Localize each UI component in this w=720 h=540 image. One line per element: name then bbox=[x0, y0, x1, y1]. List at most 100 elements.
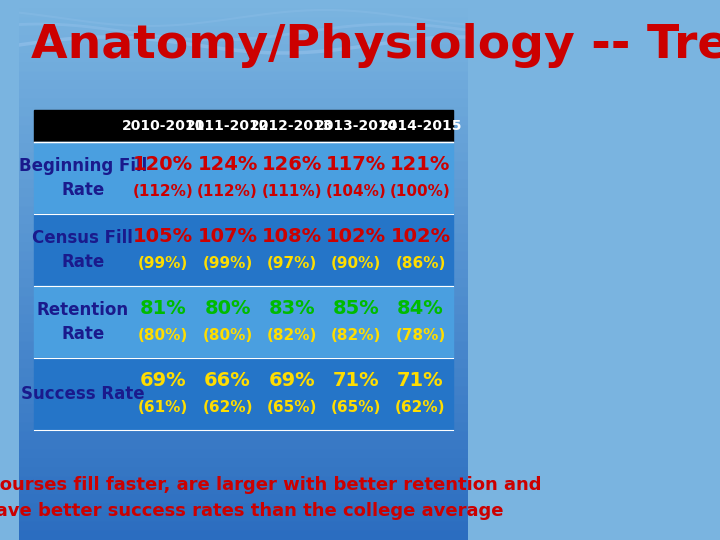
Bar bbox=[19, 90, 468, 99]
Text: Retention
Rate: Retention Rate bbox=[37, 301, 129, 343]
Text: 2010-2011: 2010-2011 bbox=[122, 119, 205, 133]
Bar bbox=[19, 261, 468, 270]
Text: (62%): (62%) bbox=[202, 401, 253, 415]
Bar bbox=[19, 72, 468, 81]
Text: Our courses fill faster, are larger with better retention and
have better succes: Our courses fill faster, are larger with… bbox=[0, 476, 541, 519]
Text: 71%: 71% bbox=[333, 372, 379, 390]
Bar bbox=[19, 81, 468, 90]
Bar bbox=[19, 27, 468, 36]
Text: (90%): (90%) bbox=[331, 256, 382, 272]
Text: (82%): (82%) bbox=[266, 328, 317, 343]
Bar bbox=[19, 45, 468, 54]
Text: 2012-2013: 2012-2013 bbox=[250, 119, 333, 133]
Text: 71%: 71% bbox=[397, 372, 444, 390]
Bar bbox=[19, 252, 468, 261]
Bar bbox=[19, 324, 468, 333]
Bar bbox=[19, 234, 468, 243]
Bar bbox=[19, 207, 468, 216]
Text: (80%): (80%) bbox=[202, 328, 253, 343]
Text: (112%): (112%) bbox=[133, 185, 194, 199]
Text: 66%: 66% bbox=[204, 372, 251, 390]
Text: Census Fill
Rate: Census Fill Rate bbox=[32, 229, 133, 271]
Text: (80%): (80%) bbox=[138, 328, 189, 343]
Bar bbox=[19, 459, 468, 468]
Bar bbox=[19, 315, 468, 324]
Text: (61%): (61%) bbox=[138, 401, 189, 415]
Bar bbox=[19, 414, 468, 423]
Text: (111%): (111%) bbox=[261, 185, 322, 199]
Bar bbox=[35, 358, 453, 430]
Text: (97%): (97%) bbox=[266, 256, 317, 272]
Bar bbox=[19, 153, 468, 162]
Bar bbox=[19, 288, 468, 297]
Bar bbox=[19, 243, 468, 252]
Text: 2013-2014: 2013-2014 bbox=[315, 119, 398, 133]
Bar bbox=[19, 135, 468, 144]
Bar bbox=[19, 306, 468, 315]
Bar bbox=[19, 405, 468, 414]
Text: (65%): (65%) bbox=[331, 401, 382, 415]
Bar bbox=[19, 126, 468, 135]
Text: 69%: 69% bbox=[269, 372, 315, 390]
Bar bbox=[19, 180, 468, 189]
Bar bbox=[19, 54, 468, 63]
Text: 81%: 81% bbox=[140, 300, 186, 319]
Bar bbox=[19, 522, 468, 531]
Text: (100%): (100%) bbox=[390, 185, 451, 199]
Bar bbox=[19, 9, 468, 18]
Text: 69%: 69% bbox=[140, 372, 186, 390]
Text: 102%: 102% bbox=[390, 227, 451, 246]
Bar bbox=[19, 36, 468, 45]
Text: 2011-2012: 2011-2012 bbox=[186, 119, 269, 133]
Bar bbox=[35, 286, 453, 358]
Text: 126%: 126% bbox=[261, 156, 322, 174]
Bar bbox=[19, 279, 468, 288]
Text: (99%): (99%) bbox=[138, 256, 189, 272]
Bar bbox=[19, 171, 468, 180]
Bar bbox=[19, 360, 468, 369]
Bar bbox=[19, 342, 468, 351]
Text: 105%: 105% bbox=[133, 227, 194, 246]
Bar bbox=[19, 351, 468, 360]
Bar bbox=[35, 110, 453, 142]
Bar bbox=[19, 333, 468, 342]
Bar bbox=[19, 387, 468, 396]
Text: Beginning Fill
Rate: Beginning Fill Rate bbox=[19, 157, 147, 199]
Bar bbox=[19, 144, 468, 153]
Bar bbox=[19, 18, 468, 27]
Bar bbox=[19, 225, 468, 234]
Bar bbox=[19, 396, 468, 405]
Bar bbox=[35, 142, 453, 214]
Bar bbox=[19, 162, 468, 171]
Text: Anatomy/Physiology -- Trends: Anatomy/Physiology -- Trends bbox=[31, 23, 720, 68]
Bar bbox=[19, 486, 468, 495]
Text: 107%: 107% bbox=[197, 227, 258, 246]
Text: (99%): (99%) bbox=[202, 256, 253, 272]
Text: 121%: 121% bbox=[390, 156, 451, 174]
Text: (104%): (104%) bbox=[326, 185, 387, 199]
Bar bbox=[19, 99, 468, 108]
Bar bbox=[19, 270, 468, 279]
Bar bbox=[19, 198, 468, 207]
Bar bbox=[19, 63, 468, 72]
Bar bbox=[19, 297, 468, 306]
Bar bbox=[19, 117, 468, 126]
Bar bbox=[19, 504, 468, 513]
Bar bbox=[19, 423, 468, 432]
Bar bbox=[19, 216, 468, 225]
Bar bbox=[19, 495, 468, 504]
Text: (86%): (86%) bbox=[395, 256, 446, 272]
Text: (82%): (82%) bbox=[331, 328, 382, 343]
Bar bbox=[19, 108, 468, 117]
Text: 84%: 84% bbox=[397, 300, 444, 319]
Text: (62%): (62%) bbox=[395, 401, 446, 415]
Bar bbox=[19, 432, 468, 441]
Text: 120%: 120% bbox=[133, 156, 194, 174]
Bar bbox=[19, 531, 468, 540]
Text: 108%: 108% bbox=[262, 227, 322, 246]
Text: 117%: 117% bbox=[326, 156, 387, 174]
Bar bbox=[35, 214, 453, 286]
Text: (65%): (65%) bbox=[266, 401, 317, 415]
Bar bbox=[19, 0, 468, 9]
Text: 85%: 85% bbox=[333, 300, 379, 319]
